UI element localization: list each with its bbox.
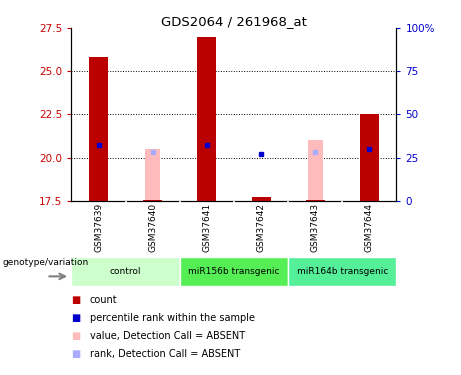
Text: count: count	[90, 295, 118, 305]
Bar	[71, 258, 180, 286]
Text: ■: ■	[71, 295, 81, 305]
Bar	[306, 200, 325, 201]
Text: miR156b transgenic: miR156b transgenic	[188, 267, 280, 276]
Bar	[360, 114, 379, 201]
Bar	[288, 258, 396, 286]
Bar	[197, 37, 216, 201]
Bar	[252, 197, 271, 201]
Text: ■: ■	[71, 349, 81, 359]
Text: rank, Detection Call = ABSENT: rank, Detection Call = ABSENT	[90, 349, 240, 359]
Text: genotype/variation: genotype/variation	[2, 258, 89, 267]
Bar	[143, 200, 162, 201]
Text: GSM37643: GSM37643	[311, 203, 320, 252]
Text: ■: ■	[71, 313, 81, 323]
Text: GSM37644: GSM37644	[365, 203, 374, 252]
Bar	[145, 149, 160, 201]
Text: value, Detection Call = ABSENT: value, Detection Call = ABSENT	[90, 331, 245, 341]
Bar	[89, 57, 108, 201]
Text: GSM37642: GSM37642	[256, 203, 266, 252]
Text: GSM37639: GSM37639	[94, 203, 103, 252]
Text: GSM37641: GSM37641	[202, 203, 212, 252]
Text: percentile rank within the sample: percentile rank within the sample	[90, 313, 255, 323]
Bar	[180, 258, 288, 286]
Text: ■: ■	[71, 331, 81, 341]
Bar	[307, 140, 323, 201]
Text: GDS2064 / 261968_at: GDS2064 / 261968_at	[161, 15, 307, 28]
Text: control: control	[110, 267, 142, 276]
Text: miR164b transgenic: miR164b transgenic	[296, 267, 388, 276]
Text: GSM37640: GSM37640	[148, 203, 157, 252]
